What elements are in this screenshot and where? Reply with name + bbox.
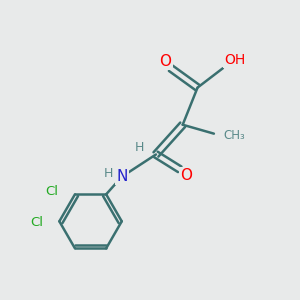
Text: H: H: [135, 141, 144, 154]
Text: Cl: Cl: [30, 216, 43, 229]
Text: Cl: Cl: [46, 185, 59, 198]
Text: O: O: [160, 54, 172, 69]
Text: N: N: [116, 169, 128, 184]
Text: CH₃: CH₃: [224, 129, 245, 142]
Text: O: O: [180, 168, 192, 183]
Text: OH: OH: [224, 53, 246, 67]
Text: H: H: [104, 167, 113, 180]
